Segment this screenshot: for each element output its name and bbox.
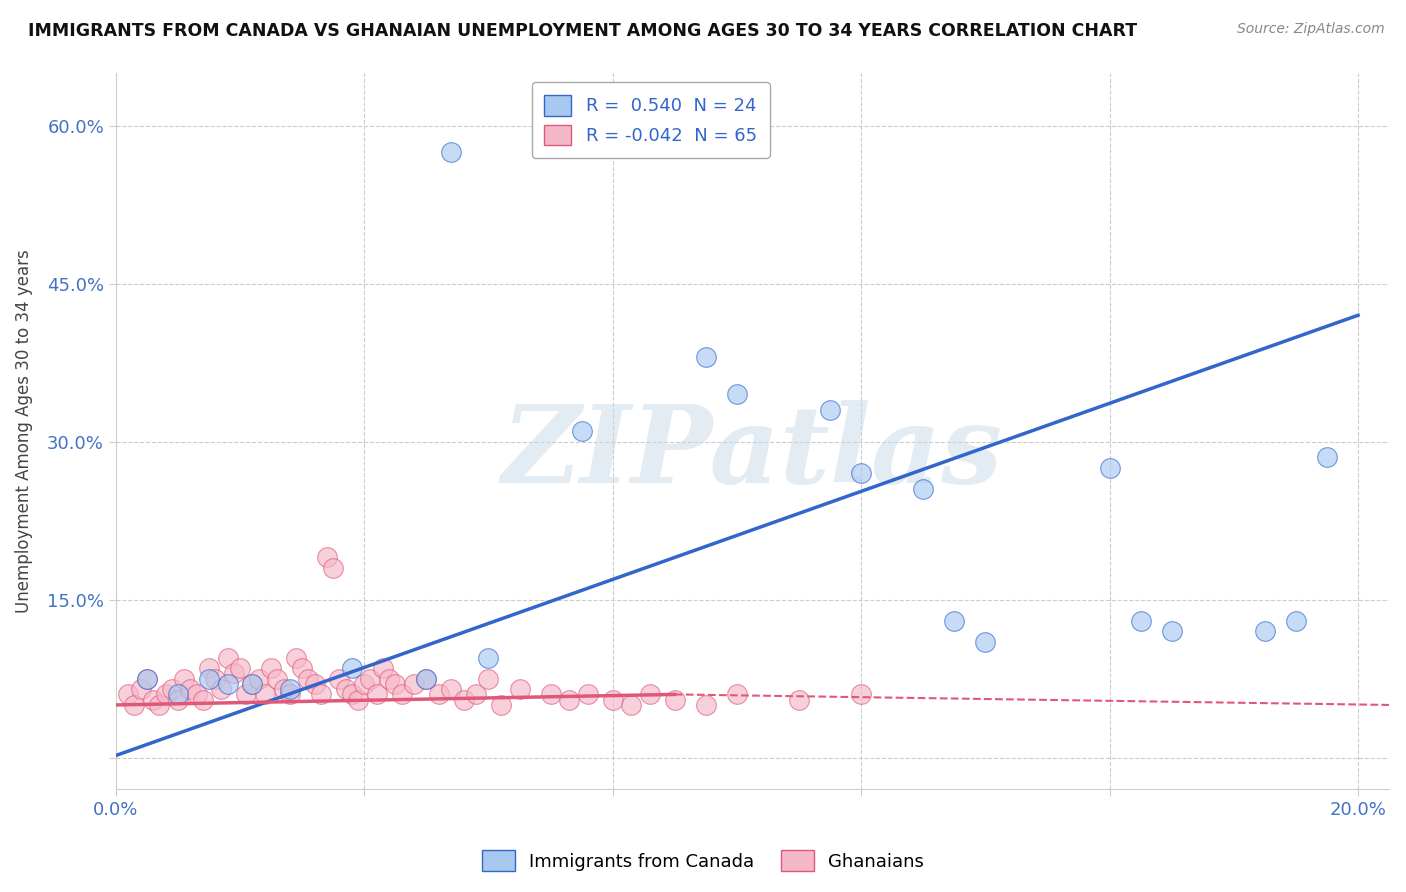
Point bbox=[291, 661, 314, 675]
Point bbox=[340, 661, 363, 675]
Point bbox=[695, 698, 717, 712]
Point bbox=[247, 672, 270, 686]
Point bbox=[391, 687, 413, 701]
Point bbox=[209, 682, 232, 697]
Point bbox=[378, 672, 401, 686]
Point bbox=[540, 687, 562, 701]
Point bbox=[284, 650, 307, 665]
Point bbox=[851, 687, 873, 701]
Point bbox=[725, 387, 748, 401]
Point bbox=[1160, 624, 1182, 639]
Point bbox=[278, 682, 301, 697]
Point bbox=[974, 634, 997, 648]
Point bbox=[217, 677, 239, 691]
Point bbox=[1254, 624, 1277, 639]
Point bbox=[266, 672, 288, 686]
Point bbox=[371, 661, 394, 675]
Point bbox=[453, 692, 475, 706]
Point bbox=[260, 661, 283, 675]
Point bbox=[160, 682, 183, 697]
Point bbox=[129, 682, 152, 697]
Text: ZIPatlas: ZIPatlas bbox=[502, 400, 1002, 506]
Point bbox=[695, 351, 717, 365]
Point bbox=[229, 661, 252, 675]
Point bbox=[402, 677, 425, 691]
Point bbox=[943, 614, 966, 628]
Point bbox=[851, 467, 873, 481]
Point bbox=[440, 682, 463, 697]
Point bbox=[1316, 450, 1339, 465]
Point bbox=[638, 687, 661, 701]
Point bbox=[191, 692, 214, 706]
Point bbox=[322, 561, 344, 575]
Point bbox=[142, 692, 165, 706]
Point bbox=[384, 677, 406, 691]
Point bbox=[186, 687, 208, 701]
Point bbox=[198, 672, 221, 686]
Point bbox=[366, 687, 388, 701]
Point bbox=[489, 698, 512, 712]
Point bbox=[360, 672, 382, 686]
Point bbox=[415, 672, 437, 686]
Point bbox=[304, 677, 326, 691]
Point bbox=[117, 687, 139, 701]
Point bbox=[347, 692, 370, 706]
Legend: Immigrants from Canada, Ghanaians: Immigrants from Canada, Ghanaians bbox=[475, 843, 931, 879]
Point bbox=[818, 403, 841, 417]
Point bbox=[148, 698, 170, 712]
Point bbox=[1098, 461, 1121, 475]
Point bbox=[328, 672, 350, 686]
Point bbox=[179, 682, 201, 697]
Point bbox=[664, 692, 686, 706]
Point bbox=[725, 687, 748, 701]
Point bbox=[135, 672, 157, 686]
Point bbox=[1129, 614, 1152, 628]
Point bbox=[340, 687, 363, 701]
Point bbox=[509, 682, 531, 697]
Legend: R =  0.540  N = 24, R = -0.042  N = 65: R = 0.540 N = 24, R = -0.042 N = 65 bbox=[531, 82, 769, 158]
Point bbox=[440, 145, 463, 159]
Point bbox=[235, 687, 257, 701]
Text: IMMIGRANTS FROM CANADA VS GHANAIAN UNEMPLOYMENT AMONG AGES 30 TO 34 YEARS CORREL: IMMIGRANTS FROM CANADA VS GHANAIAN UNEMP… bbox=[28, 22, 1137, 40]
Point bbox=[477, 672, 499, 686]
Point bbox=[787, 692, 810, 706]
Point bbox=[353, 677, 375, 691]
Point bbox=[335, 682, 357, 697]
Point bbox=[217, 650, 239, 665]
Point bbox=[204, 672, 226, 686]
Point bbox=[124, 698, 146, 712]
Y-axis label: Unemployment Among Ages 30 to 34 years: Unemployment Among Ages 30 to 34 years bbox=[15, 249, 32, 613]
Point bbox=[253, 687, 276, 701]
Point bbox=[167, 692, 190, 706]
Point bbox=[198, 661, 221, 675]
Point bbox=[135, 672, 157, 686]
Point bbox=[278, 687, 301, 701]
Point bbox=[558, 692, 581, 706]
Point bbox=[273, 682, 295, 697]
Point bbox=[242, 677, 264, 691]
Point bbox=[222, 666, 245, 681]
Point bbox=[477, 650, 499, 665]
Point bbox=[155, 687, 177, 701]
Point bbox=[297, 672, 319, 686]
Point bbox=[167, 687, 190, 701]
Point bbox=[173, 672, 195, 686]
Point bbox=[242, 677, 264, 691]
Point bbox=[415, 672, 437, 686]
Point bbox=[912, 482, 935, 496]
Point bbox=[309, 687, 332, 701]
Point bbox=[316, 550, 339, 565]
Point bbox=[620, 698, 643, 712]
Text: Source: ZipAtlas.com: Source: ZipAtlas.com bbox=[1237, 22, 1385, 37]
Point bbox=[576, 687, 599, 701]
Point bbox=[427, 687, 450, 701]
Point bbox=[602, 692, 624, 706]
Point bbox=[571, 424, 593, 438]
Point bbox=[465, 687, 488, 701]
Point bbox=[1285, 614, 1308, 628]
